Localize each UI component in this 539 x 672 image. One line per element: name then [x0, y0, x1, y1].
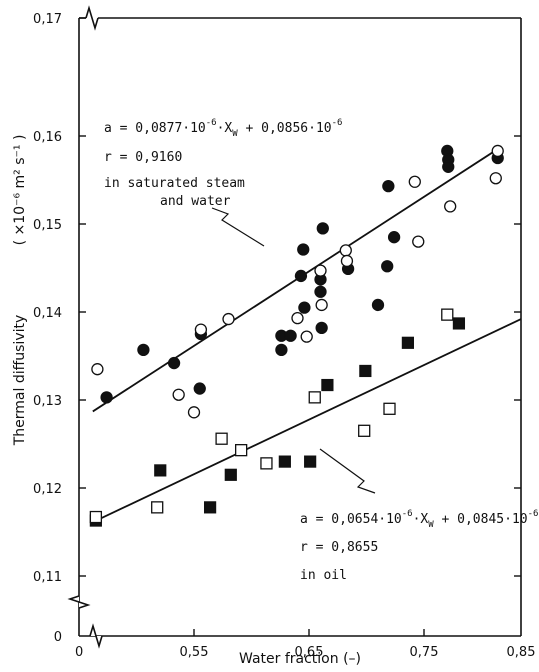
- point-open-square: [383, 402, 396, 415]
- point-open-circle: [172, 388, 185, 401]
- point-filled-circle: [275, 343, 288, 356]
- y-axis-break-mark: [67, 595, 91, 609]
- point-open-circle: [412, 235, 425, 248]
- point-open-square: [234, 444, 248, 457]
- x-axis-break-mark: [89, 623, 103, 649]
- point-filled-circle: [315, 321, 328, 334]
- point-open-circle: [187, 406, 201, 419]
- point-filled-circle: [371, 298, 385, 312]
- top-axis-break-mark: [85, 5, 99, 31]
- steam-label-line1: in saturated steam: [104, 176, 245, 191]
- point-filled-square: [224, 468, 237, 481]
- oil-r-value: r = 0,8655: [300, 540, 378, 555]
- point-filled-circle: [298, 301, 311, 314]
- y-tick-label: 0,16: [33, 130, 62, 145]
- y-axis-title: Thermal diffusivity: [12, 315, 28, 447]
- steam-r-value: r = 0,9160: [104, 150, 182, 165]
- point-open-square: [441, 308, 454, 321]
- point-filled-circle: [382, 180, 395, 193]
- point-open-square: [358, 424, 371, 437]
- point-open-circle: [491, 144, 504, 158]
- y-tick-label: 0,12: [33, 482, 62, 497]
- point-filled-circle: [387, 231, 401, 244]
- point-filled-circle: [284, 329, 297, 342]
- point-open-circle: [300, 330, 313, 343]
- oil-label: in oil: [300, 568, 347, 583]
- y-tick-label: 0: [54, 630, 62, 645]
- oil-equation: a = 0,0654·10-6·XW + 0,0845·10-6: [300, 509, 538, 530]
- point-open-circle: [339, 244, 352, 257]
- steam-leader-line: [211, 207, 265, 247]
- point-open-circle: [444, 200, 457, 213]
- point-open-circle: [489, 172, 502, 185]
- x-tick-label: 0,85: [507, 645, 536, 660]
- y-tick-label: 0,17: [33, 12, 62, 27]
- point-open-circle: [314, 264, 327, 277]
- fit-line: [93, 318, 522, 523]
- point-open-circle: [340, 254, 354, 268]
- point-filled-square: [204, 501, 217, 514]
- point-open-circle: [408, 175, 421, 188]
- point-filled-circle: [167, 356, 181, 370]
- point-filled-circle: [137, 343, 150, 356]
- plot-frame: [67, 5, 522, 649]
- steam-annotation: a = 0,0877·10-6·XW + 0,0856·10-6 r = 0,9…: [104, 118, 342, 247]
- point-open-square: [215, 432, 228, 445]
- y-axis-unit: ( ×10⁻⁶ m² s⁻¹ ): [12, 135, 28, 246]
- point-filled-square: [401, 336, 414, 349]
- point-filled-square: [154, 464, 167, 477]
- point-open-square: [89, 510, 103, 524]
- point-open-circle: [315, 298, 328, 312]
- x-tick-label: 0,55: [180, 645, 209, 660]
- y-tick-label: 0,15: [33, 218, 62, 233]
- point-filled-circle: [316, 222, 329, 235]
- point-open-circle: [91, 363, 104, 376]
- data-points: [89, 144, 504, 527]
- axis-ticks: 0 0,11 0,12 0,13 0,14 0,15 0,16 0,17 0 0,55 0,65 0,…: [33, 12, 535, 660]
- point-filled-circle: [294, 269, 308, 283]
- point-filled-square: [321, 378, 334, 392]
- point-open-circle: [222, 312, 235, 326]
- point-open-square: [260, 457, 273, 470]
- point-filled-circle: [297, 243, 310, 256]
- point-filled-circle: [442, 160, 455, 173]
- oil-annotation: a = 0,0654·10-6·XW + 0,0845·10-6 r = 0,8…: [300, 448, 538, 583]
- point-filled-square: [304, 455, 317, 468]
- oil-leader-line: [319, 448, 376, 494]
- x-axis-title: Water fraction (–): [239, 651, 361, 667]
- point-open-circle: [291, 312, 304, 325]
- point-filled-square: [278, 455, 291, 468]
- y-tick-label: 0,14: [33, 306, 62, 321]
- y-tick-label: 0,11: [33, 570, 62, 585]
- steam-label-line2: and water: [160, 194, 231, 209]
- x-tick-label: 0,75: [410, 645, 439, 660]
- steam-equation: a = 0,0877·10-6·XW + 0,0856·10-6: [104, 118, 342, 139]
- point-filled-circle: [193, 382, 206, 395]
- point-open-circle: [194, 323, 208, 336]
- point-filled-circle: [314, 285, 327, 298]
- x-tick-label: 0: [75, 645, 83, 660]
- point-filled-circle: [381, 260, 394, 273]
- point-filled-square: [452, 317, 466, 330]
- point-open-square: [308, 391, 321, 404]
- y-tick-label: 0,13: [33, 394, 62, 409]
- point-filled-square: [359, 364, 372, 378]
- point-filled-circle: [100, 391, 113, 404]
- point-open-square: [151, 501, 164, 514]
- x-tick-label: 0,65: [295, 645, 324, 660]
